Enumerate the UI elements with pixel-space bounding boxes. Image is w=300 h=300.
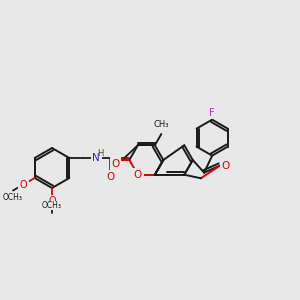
Text: O: O (111, 159, 119, 169)
Text: O: O (134, 170, 142, 180)
Text: O: O (221, 161, 230, 171)
Text: OCH₃: OCH₃ (3, 194, 23, 202)
Text: F: F (209, 108, 215, 118)
Text: O: O (48, 196, 56, 206)
Text: O: O (106, 172, 114, 182)
Text: OCH₃: OCH₃ (42, 201, 62, 210)
Text: H: H (97, 149, 103, 158)
Text: N: N (92, 153, 100, 163)
Text: O: O (20, 179, 27, 190)
Text: CH₃: CH₃ (154, 120, 169, 129)
